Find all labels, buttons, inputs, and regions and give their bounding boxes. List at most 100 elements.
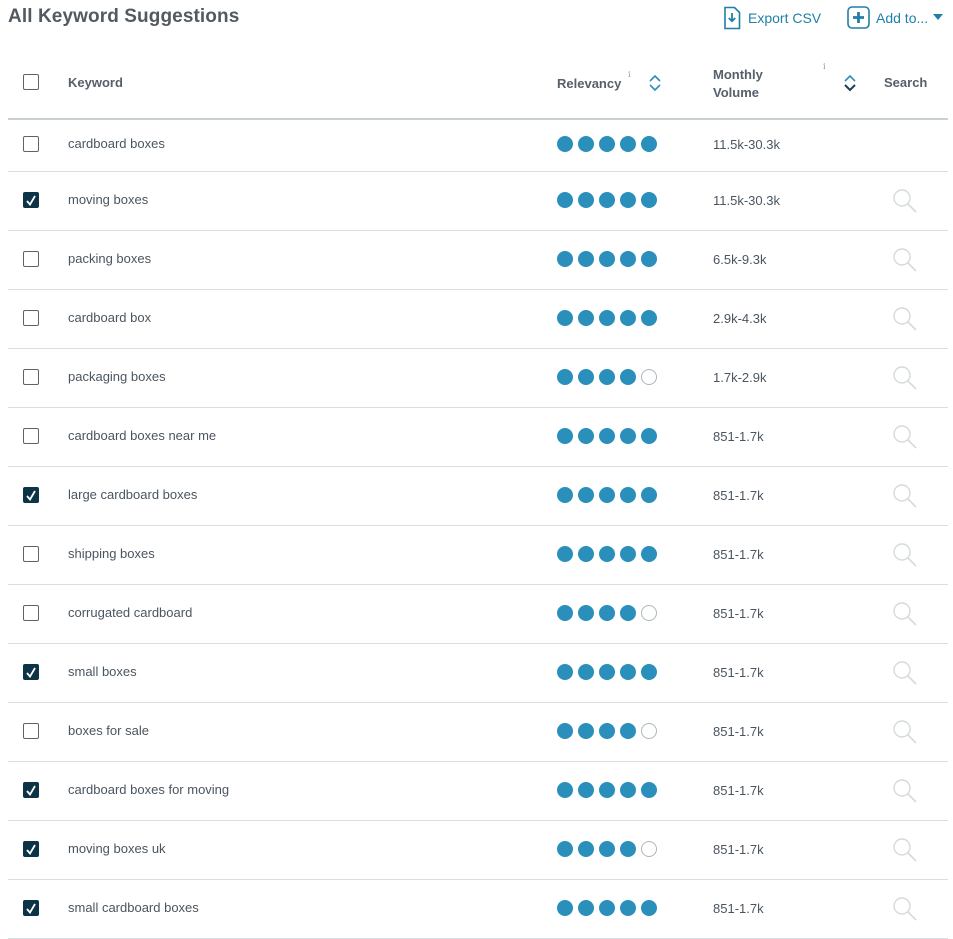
relevancy-dot-filled bbox=[620, 664, 636, 680]
keyword-text: cardboard box bbox=[68, 310, 152, 325]
plus-square-icon bbox=[847, 6, 870, 29]
relevancy-dots bbox=[557, 664, 662, 680]
row-checkbox[interactable] bbox=[23, 310, 39, 326]
keyword-text: shipping boxes bbox=[68, 546, 155, 561]
relevancy-dots bbox=[557, 192, 662, 208]
relevancy-dot-filled bbox=[620, 136, 636, 152]
search-icon[interactable] bbox=[892, 601, 918, 632]
relevancy-dot-filled bbox=[578, 136, 594, 152]
row-checkbox[interactable] bbox=[23, 664, 39, 680]
add-to-label: Add to... bbox=[876, 9, 929, 26]
table-row: cardboard boxes for moving 851-1.7k bbox=[8, 762, 948, 821]
row-checkbox[interactable] bbox=[23, 782, 39, 798]
keyword-text: small boxes bbox=[68, 664, 137, 679]
relevancy-dot-filled bbox=[578, 487, 594, 503]
monthly-volume: 851-1.7k bbox=[713, 783, 764, 798]
relevancy-dot-filled bbox=[578, 192, 594, 208]
table-row: small boxes 851-1.7k bbox=[8, 644, 948, 703]
search-icon[interactable] bbox=[892, 896, 918, 927]
row-checkbox[interactable] bbox=[23, 546, 39, 562]
relevancy-dot-filled bbox=[599, 192, 615, 208]
export-csv-button[interactable]: Export CSV bbox=[722, 6, 821, 30]
relevancy-dot-filled bbox=[620, 487, 636, 503]
relevancy-dot-filled bbox=[620, 251, 636, 267]
row-checkbox[interactable] bbox=[23, 369, 39, 385]
keyword-text: boxes for sale bbox=[68, 723, 149, 738]
relevancy-dot-filled bbox=[557, 487, 573, 503]
keyword-text: small cardboard boxes bbox=[68, 900, 199, 915]
relevancy-dot-filled bbox=[641, 487, 657, 503]
keyword-table-body: cardboard boxes 11.5k-30.3k moving boxes 11… bbox=[8, 120, 948, 939]
relevancy-dot-filled bbox=[557, 723, 573, 739]
relevancy-sort-icon[interactable] bbox=[648, 73, 662, 98]
select-all-checkbox[interactable] bbox=[23, 74, 39, 90]
search-icon[interactable] bbox=[892, 424, 918, 455]
relevancy-dots bbox=[557, 310, 662, 326]
row-checkbox[interactable] bbox=[23, 192, 39, 208]
relevancy-dot-filled bbox=[557, 192, 573, 208]
relevancy-dot-filled bbox=[578, 841, 594, 857]
search-icon[interactable] bbox=[892, 483, 918, 514]
relevancy-dot-filled bbox=[578, 723, 594, 739]
row-checkbox[interactable] bbox=[23, 136, 39, 152]
row-checkbox[interactable] bbox=[23, 428, 39, 444]
monthly-volume: 851-1.7k bbox=[713, 665, 764, 680]
relevancy-dot-filled bbox=[599, 605, 615, 621]
table-row: corrugated cardboard 851-1.7k bbox=[8, 585, 948, 644]
relevancy-dot-filled bbox=[620, 369, 636, 385]
volume-sort-icon[interactable] bbox=[843, 73, 857, 98]
search-icon[interactable] bbox=[892, 660, 918, 691]
search-icon[interactable] bbox=[892, 247, 918, 278]
keyword-text: packaging boxes bbox=[68, 369, 166, 384]
table-row: cardboard boxes 11.5k-30.3k bbox=[8, 120, 948, 172]
relevancy-dot-filled bbox=[557, 310, 573, 326]
relevancy-dots bbox=[557, 900, 662, 916]
relevancy-dot-filled bbox=[557, 546, 573, 562]
relevancy-dot-filled bbox=[599, 900, 615, 916]
relevancy-dot-filled bbox=[641, 546, 657, 562]
caret-down-icon bbox=[933, 14, 944, 21]
checkmark-icon bbox=[26, 785, 36, 796]
row-checkbox[interactable] bbox=[23, 605, 39, 621]
table-row: cardboard box 2.9k-4.3k bbox=[8, 290, 948, 349]
monthly-volume: 851-1.7k bbox=[713, 488, 764, 503]
relevancy-dot-filled bbox=[620, 841, 636, 857]
keyword-text: cardboard boxes bbox=[68, 136, 165, 151]
relevancy-dot-filled bbox=[557, 782, 573, 798]
relevancy-dot-filled bbox=[599, 136, 615, 152]
search-icon[interactable] bbox=[892, 306, 918, 337]
search-icon[interactable] bbox=[892, 542, 918, 573]
relevancy-dot-empty bbox=[641, 605, 657, 621]
export-file-icon bbox=[722, 6, 742, 30]
relevancy-dot-filled bbox=[578, 428, 594, 444]
table-header: Keyword Relevancy i Monthly Volume i Sea… bbox=[8, 56, 948, 120]
keyword-text: moving boxes bbox=[68, 192, 149, 207]
relevancy-info-icon[interactable]: i bbox=[628, 70, 631, 79]
search-icon[interactable] bbox=[892, 778, 918, 809]
search-icon[interactable] bbox=[892, 719, 918, 750]
relevancy-dot-filled bbox=[620, 310, 636, 326]
checkmark-icon bbox=[26, 490, 36, 501]
table-row: packing boxes 6.5k-9.3k bbox=[8, 231, 948, 290]
relevancy-dot-filled bbox=[578, 900, 594, 916]
relevancy-dot-filled bbox=[599, 487, 615, 503]
search-icon[interactable] bbox=[892, 365, 918, 396]
relevancy-dot-filled bbox=[641, 136, 657, 152]
row-checkbox[interactable] bbox=[23, 900, 39, 916]
row-checkbox[interactable] bbox=[23, 487, 39, 503]
row-checkbox[interactable] bbox=[23, 251, 39, 267]
volume-info-icon[interactable]: i bbox=[823, 62, 826, 71]
keyword-text: cardboard boxes near me bbox=[68, 428, 217, 443]
relevancy-dots bbox=[557, 136, 662, 152]
relevancy-dot-filled bbox=[557, 841, 573, 857]
search-icon[interactable] bbox=[892, 837, 918, 868]
relevancy-dot-filled bbox=[641, 782, 657, 798]
relevancy-dot-filled bbox=[620, 605, 636, 621]
relevancy-dot-filled bbox=[620, 723, 636, 739]
add-to-dropdown[interactable]: Add to... bbox=[847, 6, 944, 29]
row-checkbox[interactable] bbox=[23, 723, 39, 739]
row-checkbox[interactable] bbox=[23, 841, 39, 857]
monthly-volume: 1.7k-2.9k bbox=[713, 370, 767, 385]
keyword-text: large cardboard boxes bbox=[68, 487, 198, 502]
search-icon[interactable] bbox=[892, 188, 918, 219]
